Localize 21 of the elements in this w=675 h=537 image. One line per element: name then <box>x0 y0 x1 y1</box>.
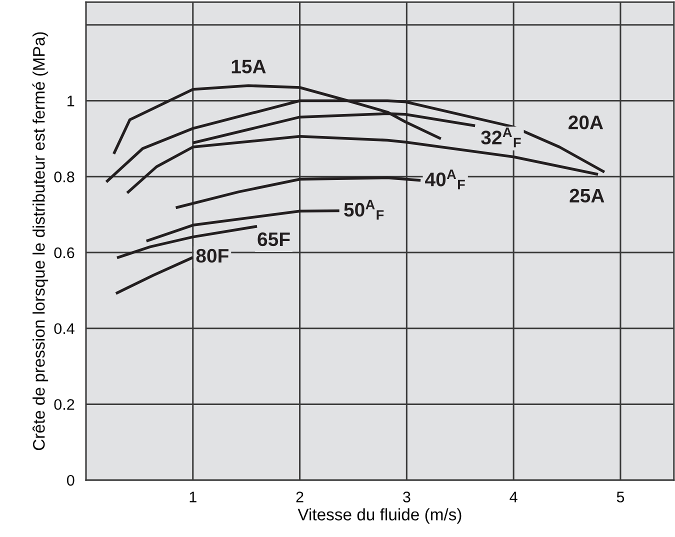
series-label: 15A <box>232 60 266 74</box>
x-tick-label: 5 <box>616 492 624 502</box>
x-tick-label: 4 <box>510 492 518 502</box>
y-tick-label: 0.2 <box>54 399 74 410</box>
y-tick-label: 0.8 <box>54 172 74 182</box>
series-label: 50$^{A}$$_{F}$ <box>344 200 384 220</box>
series-label: 25A <box>570 188 604 203</box>
y-tick-label: 0.6 <box>54 247 74 258</box>
series-label: 20A <box>568 116 604 130</box>
y-tick-label: 0.4 <box>54 323 74 334</box>
y-tick-label: 0 <box>66 474 74 486</box>
series-label: 32$^{A}$$_{F}$ <box>481 128 521 148</box>
y-tick-label: 1 <box>68 96 74 106</box>
y-axis-title: Crête de pression lorsque le distributeur est fermé (MPa) <box>32 32 48 450</box>
series-label: 40$^{A}$$_{F}$ <box>425 170 465 190</box>
x-tick-label: 1 <box>190 492 196 502</box>
x-tick-label: 2 <box>296 492 304 502</box>
series-label: 65F <box>258 232 290 246</box>
x-axis-title: Vitesse du fluide (m/s) <box>298 508 462 524</box>
series-label: 80F <box>196 248 228 263</box>
x-tick-label: 3 <box>403 492 410 502</box>
